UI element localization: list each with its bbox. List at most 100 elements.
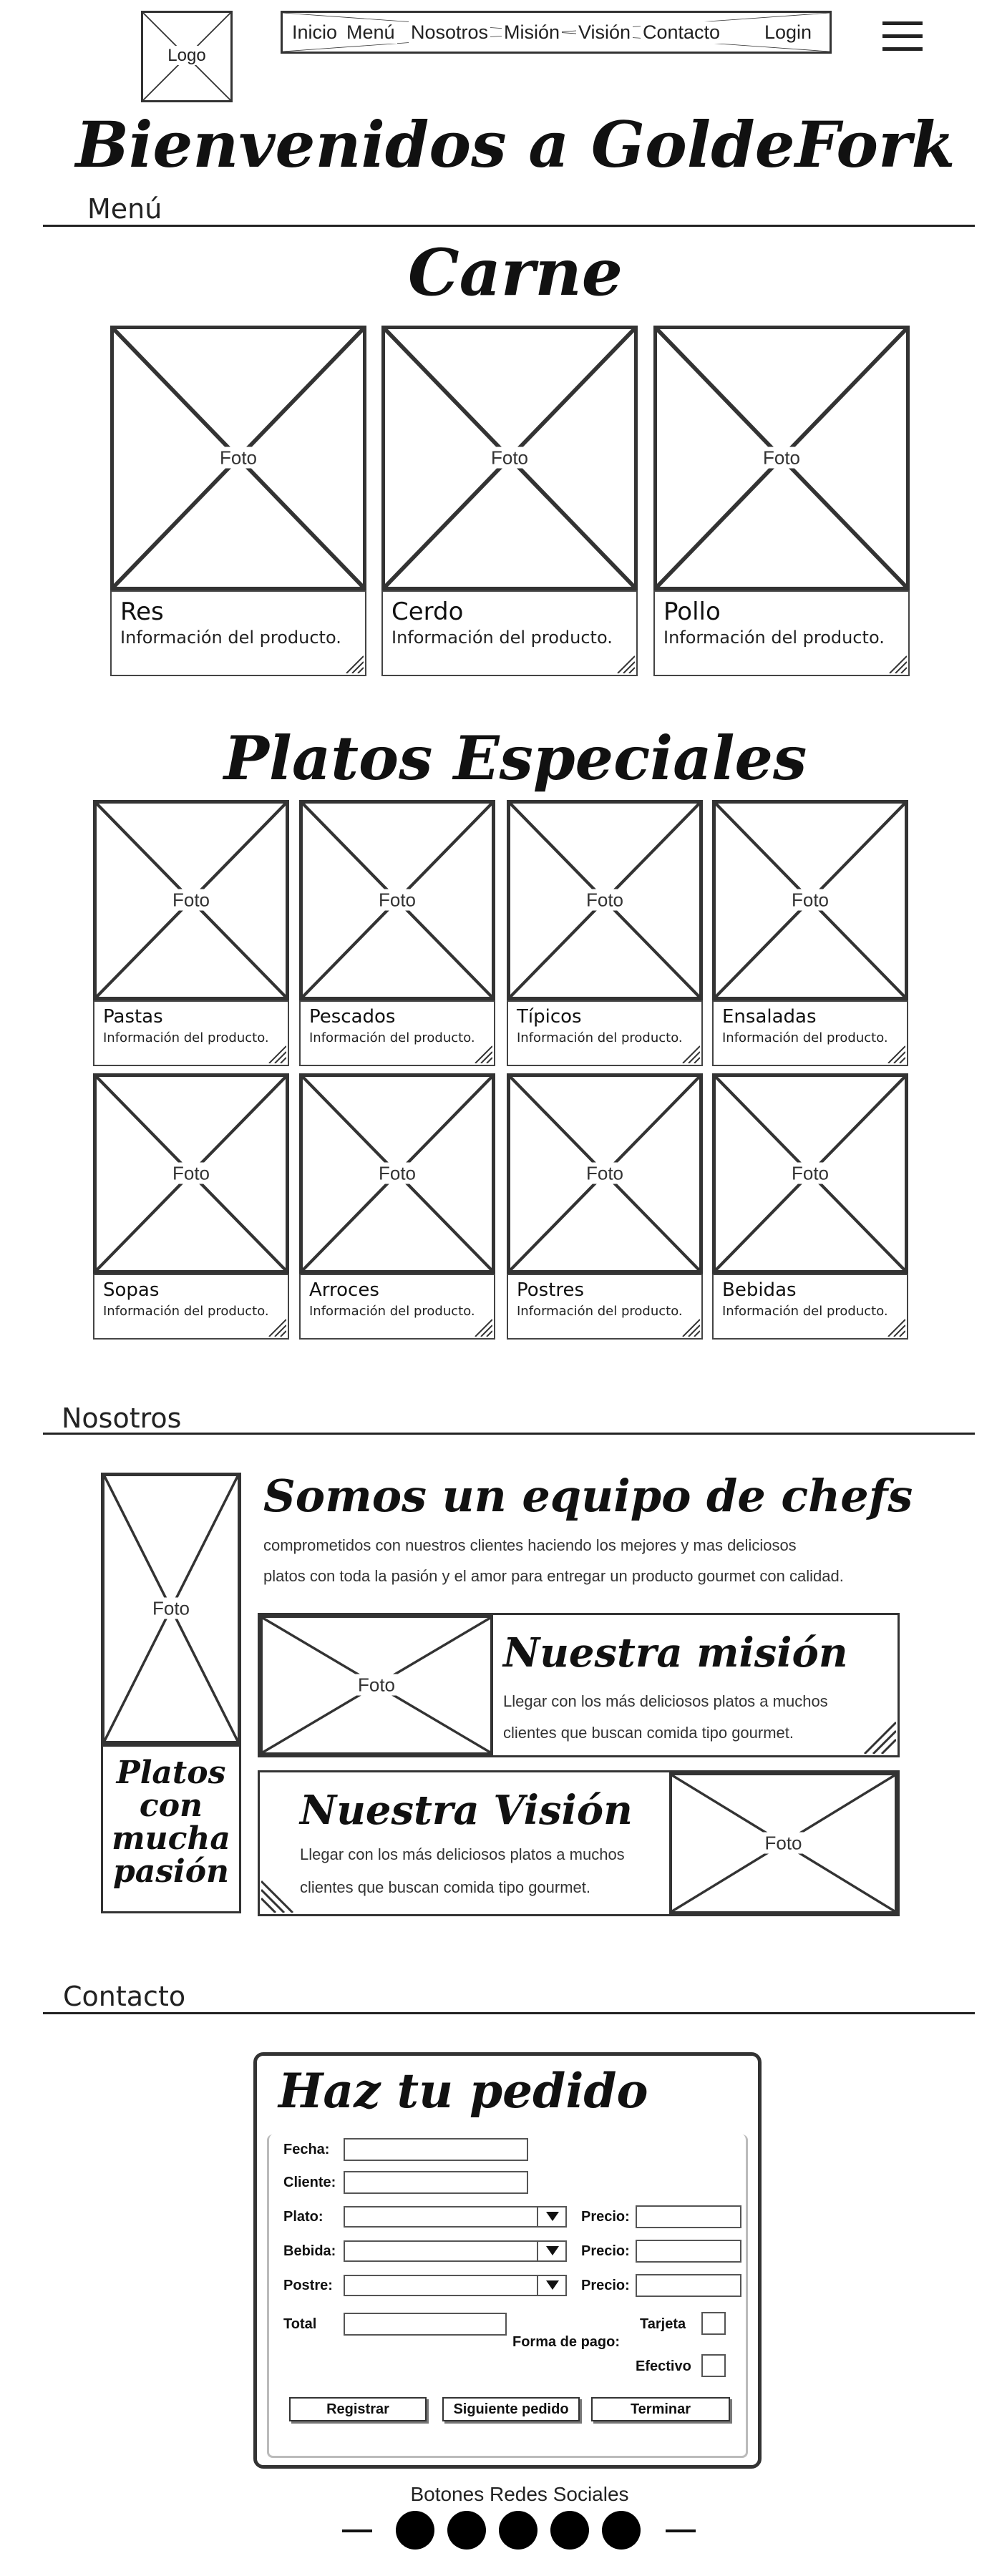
efectivo-checkbox[interactable]	[701, 2354, 726, 2377]
nav-menu[interactable]: Menú	[344, 21, 397, 44]
bebida-label: Bebida:	[283, 2243, 336, 2259]
photo-label: Foto	[375, 1162, 419, 1184]
product-name: Arroces	[309, 1279, 379, 1301]
social-button-icon[interactable]	[396, 2511, 434, 2550]
plato-select[interactable]	[344, 2206, 567, 2228]
product-card-sopas[interactable]: Sopas Información del producto.	[93, 1274, 289, 1340]
product-info: Información del producto.	[309, 1304, 475, 1319]
menu-divider	[43, 225, 975, 227]
bebida-precio-input[interactable]	[636, 2240, 741, 2263]
product-card-pastas[interactable]: Pastas Información del producto.	[93, 1000, 289, 1066]
product-info: Información del producto.	[103, 1304, 269, 1319]
product-name: Cerdo	[391, 597, 464, 626]
logo[interactable]: Logo	[141, 11, 233, 102]
photo-label: Foto	[487, 447, 532, 469]
terminar-button[interactable]: Terminar	[591, 2397, 730, 2421]
chevron-down-icon[interactable]	[537, 2242, 565, 2260]
vision-title: Nuestra Visión	[300, 1787, 633, 1834]
logo-text: Logo	[165, 46, 208, 65]
postre-precio-input[interactable]	[636, 2274, 741, 2297]
product-card-arroces[interactable]: Arroces Información del producto.	[299, 1274, 495, 1340]
caption-line: mucha	[112, 1820, 230, 1857]
tarjeta-checkbox[interactable]	[701, 2312, 726, 2335]
mision-text-2: clientes que buscan comida tipo gourmet.	[503, 1724, 794, 1742]
product-photo-ensaladas: Foto	[712, 800, 908, 1000]
main-nav: Inicio Menú Nosotros Misión Visión Conta…	[281, 11, 832, 54]
social-button-icon[interactable]	[602, 2511, 641, 2550]
nosotros-side-photo-label: Foto	[149, 1597, 193, 1619]
chevron-down-icon[interactable]	[537, 2207, 565, 2226]
cliente-label: Cliente:	[283, 2175, 336, 2190]
product-photo-pollo: Foto	[653, 326, 910, 590]
chevron-down-icon[interactable]	[537, 2276, 565, 2295]
product-name: Pescados	[309, 1006, 396, 1028]
order-form-title: Haz tu pedido	[278, 2063, 648, 2119]
nav-mision[interactable]: Misión	[502, 21, 563, 44]
product-photo-bebidas: Foto	[712, 1073, 908, 1274]
caption-line: con	[139, 1787, 203, 1824]
nosotros-divider	[43, 1433, 975, 1435]
efectivo-label: Efectivo	[636, 2358, 691, 2374]
plato-label: Plato:	[283, 2209, 324, 2225]
nav-nosotros[interactable]: Nosotros	[409, 21, 491, 44]
social-button-icon[interactable]	[550, 2511, 589, 2550]
mision-text-1: Llegar con los más deliciosos platos a m…	[503, 1692, 828, 1710]
contacto-divider	[43, 2012, 975, 2014]
fecha-input[interactable]	[344, 2138, 528, 2161]
photo-label: Foto	[788, 1162, 832, 1184]
hamburger-icon[interactable]	[882, 21, 923, 52]
photo-label: Foto	[583, 1162, 627, 1184]
product-photo-pastas: Foto	[93, 800, 289, 1000]
nav-contacto[interactable]: Contacto	[641, 21, 723, 44]
nosotros-text-1: comprometidos con nuestros clientes haci…	[263, 1536, 797, 1554]
product-info: Información del producto.	[120, 628, 341, 648]
product-info: Información del producto.	[309, 1030, 475, 1045]
menu-section-label: Menú	[87, 193, 162, 225]
postre-select[interactable]	[344, 2275, 567, 2296]
bebida-select[interactable]	[344, 2240, 567, 2262]
resize-corner-icon	[261, 1880, 294, 1913]
product-name: Bebidas	[722, 1279, 797, 1301]
product-name: Pastas	[103, 1006, 163, 1028]
nosotros-side-photo: Foto	[101, 1473, 241, 1745]
social-button-icon[interactable]	[447, 2511, 486, 2550]
product-card-res[interactable]: Res Información del producto.	[110, 590, 366, 676]
product-info: Información del producto.	[517, 1030, 683, 1045]
product-photo-res: Foto	[110, 326, 366, 590]
photo-label: Foto	[216, 447, 261, 469]
total-label: Total	[283, 2316, 317, 2332]
social-button-icon[interactable]	[499, 2511, 538, 2550]
total-input[interactable]	[344, 2313, 507, 2336]
registrar-button[interactable]: Registrar	[289, 2397, 427, 2421]
product-card-bebidas[interactable]: Bebidas Información del producto.	[712, 1274, 908, 1340]
product-card-pescados[interactable]: Pescados Información del producto.	[299, 1000, 495, 1066]
product-photo-pescados: Foto	[299, 800, 495, 1000]
caption-line: pasión	[112, 1853, 230, 1890]
product-photo-arroces: Foto	[299, 1073, 495, 1274]
mision-box: Foto Nuestra misión Llegar con los más d…	[258, 1613, 900, 1757]
postre-label: Postre:	[283, 2278, 333, 2293]
mision-title: Nuestra misión	[503, 1629, 848, 1677]
plato-precio-input[interactable]	[636, 2205, 741, 2228]
nav-inicio[interactable]: Inicio	[290, 21, 340, 44]
social-label: Botones Redes Sociales	[410, 2483, 629, 2505]
product-photo-cerdo: Foto	[381, 326, 638, 590]
photo-label: Foto	[788, 889, 832, 911]
bebida-precio-label: Precio:	[581, 2243, 630, 2259]
nav-vision[interactable]: Visión	[576, 21, 633, 44]
vision-text-1: Llegar con los más deliciosos platos a m…	[300, 1845, 625, 1863]
cliente-input[interactable]	[344, 2171, 528, 2194]
hero-title: Bienvenidos a GoldeFork	[75, 107, 955, 182]
nosotros-text-2: platos con toda la pasión y el amor para…	[263, 1567, 844, 1585]
product-card-pollo[interactable]: Pollo Información del producto.	[653, 590, 910, 676]
product-info: Información del producto.	[103, 1030, 269, 1045]
product-card-postres[interactable]: Postres Información del producto.	[507, 1274, 703, 1340]
product-name: Postres	[517, 1279, 585, 1301]
nav-login[interactable]: Login	[762, 21, 814, 44]
photo-label: Foto	[375, 889, 419, 911]
photo-label: Foto	[759, 447, 804, 469]
product-card-tipicos[interactable]: Típicos Información del producto.	[507, 1000, 703, 1066]
product-card-cerdo[interactable]: Cerdo Información del producto.	[381, 590, 638, 676]
siguiente-pedido-button[interactable]: Siguiente pedido	[442, 2397, 580, 2421]
product-card-ensaladas[interactable]: Ensaladas Información del producto.	[712, 1000, 908, 1066]
